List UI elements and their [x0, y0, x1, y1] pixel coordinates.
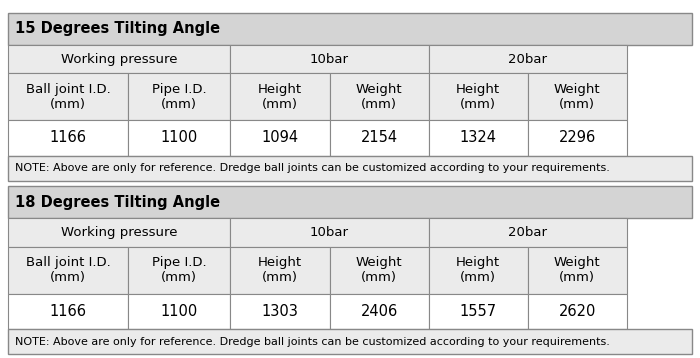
Text: Weight
(mm): Weight (mm) [554, 256, 601, 284]
Bar [230, 73, 330, 120]
Text: Weight
(mm): Weight (mm) [356, 83, 402, 111]
Bar [128, 73, 230, 120]
Bar [330, 120, 428, 156]
Text: 1324: 1324 [460, 130, 496, 145]
Text: Weight
(mm): Weight (mm) [356, 256, 402, 284]
Bar [428, 294, 528, 329]
Text: Ball joint I.D.
(mm): Ball joint I.D. (mm) [26, 256, 111, 284]
Bar [230, 294, 330, 329]
Bar [528, 247, 626, 294]
Bar [8, 218, 230, 247]
Text: 10bar: 10bar [310, 226, 349, 239]
Bar [428, 45, 626, 73]
Text: 1303: 1303 [262, 304, 298, 319]
Text: Height
(mm): Height (mm) [456, 256, 500, 284]
Text: 1100: 1100 [160, 304, 198, 319]
Bar [330, 73, 428, 120]
Bar [8, 294, 128, 329]
Bar [428, 218, 626, 247]
Text: NOTE: Above are only for reference. Dredge ball joints can be customized accordi: NOTE: Above are only for reference. Dred… [15, 337, 610, 347]
Bar [8, 186, 692, 218]
Bar [428, 73, 528, 120]
Text: 10bar: 10bar [310, 53, 349, 66]
Bar [528, 294, 626, 329]
Text: 1100: 1100 [160, 130, 198, 145]
Bar [230, 247, 330, 294]
Text: 1557: 1557 [459, 304, 497, 319]
Bar [8, 13, 692, 45]
Bar [8, 156, 692, 181]
Text: Pipe I.D.
(mm): Pipe I.D. (mm) [152, 256, 206, 284]
Text: 2620: 2620 [559, 304, 596, 319]
Text: 2296: 2296 [559, 130, 596, 145]
Bar [528, 73, 626, 120]
Bar [428, 247, 528, 294]
Text: Pipe I.D.
(mm): Pipe I.D. (mm) [152, 83, 206, 111]
Text: Working pressure: Working pressure [61, 53, 178, 66]
Bar [230, 120, 330, 156]
Text: 20bar: 20bar [508, 226, 547, 239]
Bar [428, 120, 528, 156]
Bar [330, 294, 428, 329]
Text: 18 Degrees Tilting Angle: 18 Degrees Tilting Angle [15, 195, 220, 210]
Text: 20bar: 20bar [508, 53, 547, 66]
Bar [8, 247, 128, 294]
Text: Weight
(mm): Weight (mm) [554, 83, 601, 111]
Text: 15 Degrees Tilting Angle: 15 Degrees Tilting Angle [15, 21, 220, 36]
Bar [230, 218, 428, 247]
Text: 1166: 1166 [50, 130, 87, 145]
Text: 1094: 1094 [261, 130, 298, 145]
Text: 2406: 2406 [360, 304, 398, 319]
Bar [330, 247, 428, 294]
Bar [128, 294, 230, 329]
Text: 2154: 2154 [360, 130, 398, 145]
Text: 1166: 1166 [50, 304, 87, 319]
Bar [230, 45, 428, 73]
Text: NOTE: Above are only for reference. Dredge ball joints can be customized accordi: NOTE: Above are only for reference. Dred… [15, 163, 610, 173]
Text: Working pressure: Working pressure [61, 226, 178, 239]
Bar [8, 120, 128, 156]
Text: Height
(mm): Height (mm) [456, 83, 500, 111]
Bar [528, 120, 626, 156]
Bar [128, 120, 230, 156]
Bar [128, 247, 230, 294]
Bar [8, 73, 128, 120]
Bar [8, 45, 230, 73]
Text: Height
(mm): Height (mm) [258, 83, 302, 111]
Bar [8, 329, 692, 354]
Text: Height
(mm): Height (mm) [258, 256, 302, 284]
Text: Ball joint I.D.
(mm): Ball joint I.D. (mm) [26, 83, 111, 111]
